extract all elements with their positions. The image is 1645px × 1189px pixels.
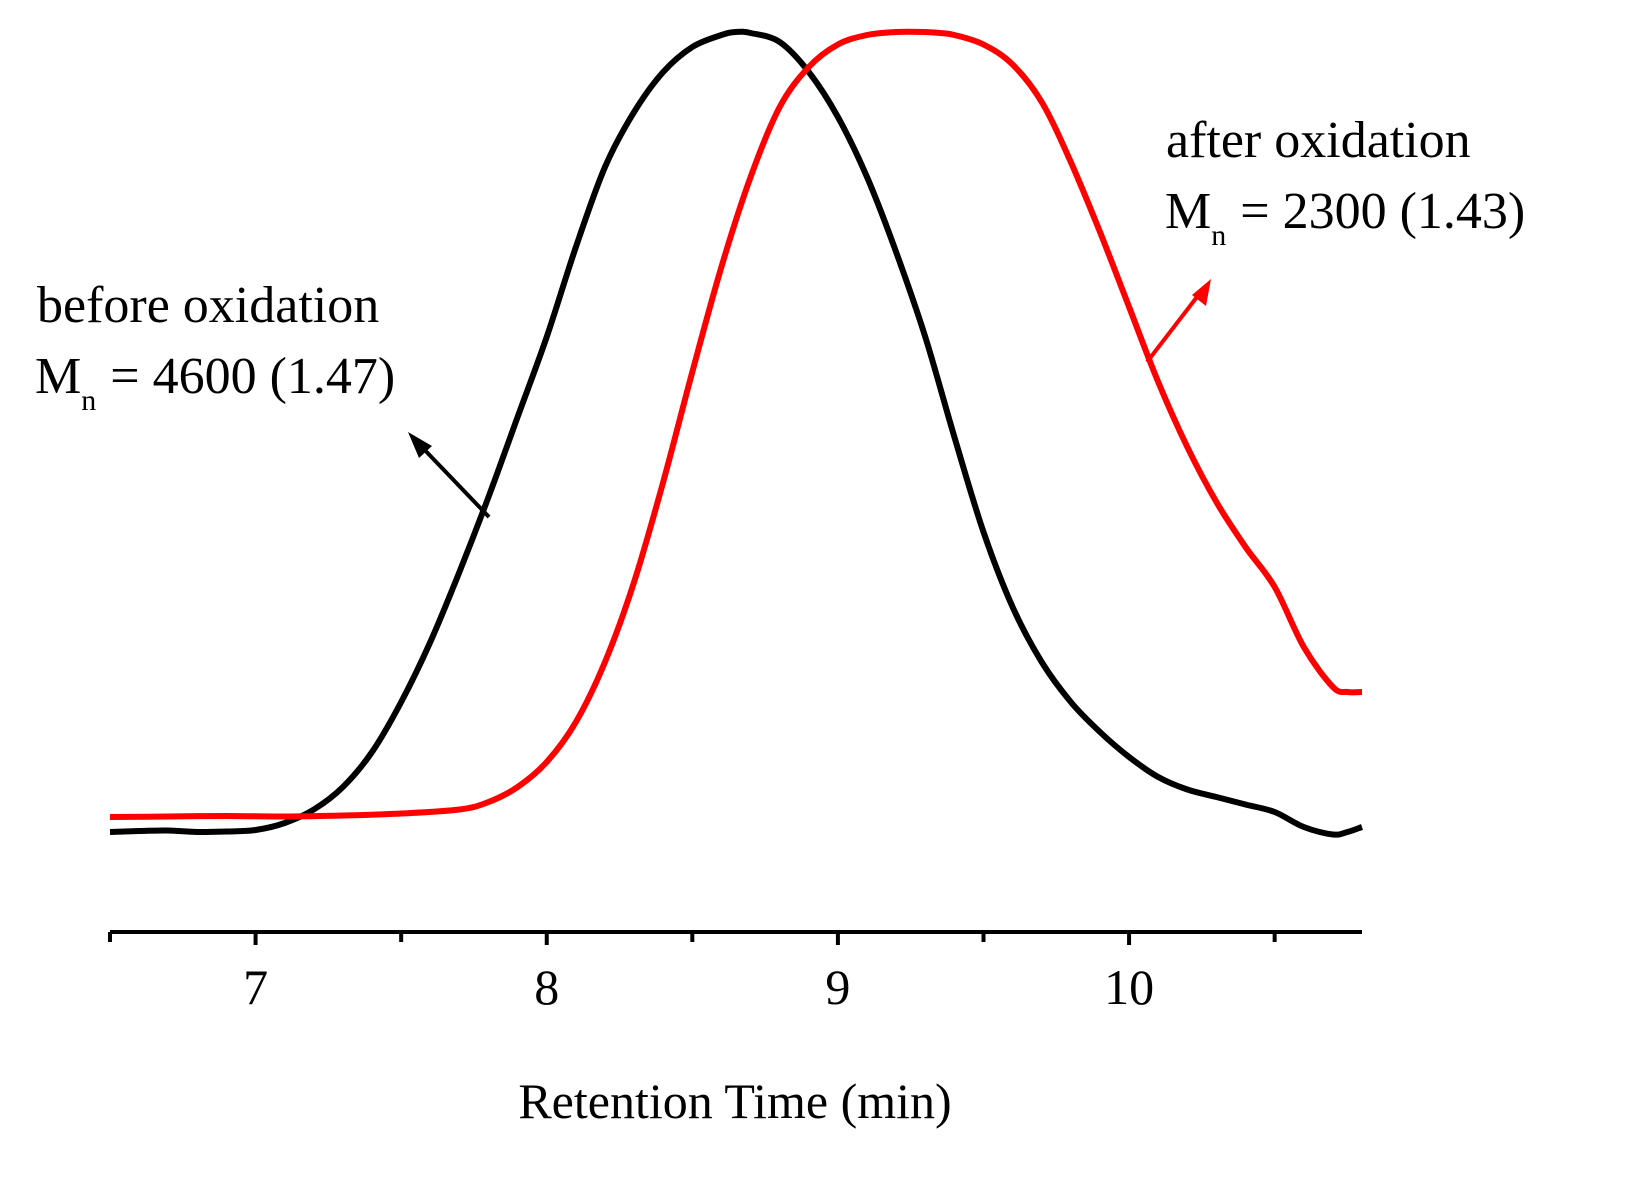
before-oxidation-label: before oxidation — [37, 277, 379, 334]
before-oxidation-mn: Mn = 4600 (1.47) — [35, 348, 395, 417]
series-layer — [109, 28, 1363, 838]
after-oxidation-mn-value: = 2300 (1.43) — [1240, 183, 1525, 240]
after-oxidation-mn-symbol: M — [1165, 183, 1211, 240]
before-oxidation-mn-symbol: M — [35, 348, 81, 405]
before-oxidation-mn-subscript: n — [81, 384, 96, 417]
after-oxidation-arrow — [1145, 279, 1211, 364]
x-tick-label: 8 — [534, 959, 559, 1015]
after-oxidation-label: after oxidation — [1166, 112, 1471, 169]
before-oxidation-arrow — [408, 432, 491, 519]
after-oxidation-mn: Mn = 2300 (1.43) — [1165, 183, 1525, 252]
x-axis-ticks: 7 8 9 10 — [108, 932, 1277, 1015]
x-axis-title: Retention Time (min) — [518, 1073, 951, 1129]
after-oxidation-curve — [109, 28, 1363, 820]
after-oxidation-mn-subscript: n — [1211, 219, 1226, 252]
x-tick-label: 7 — [243, 959, 268, 1015]
x-tick-label: 10 — [1104, 959, 1154, 1015]
before-oxidation-mn-value: = 4600 (1.47) — [110, 348, 395, 405]
before-oxidation-curve — [109, 28, 1363, 838]
x-tick-label: 9 — [825, 959, 850, 1015]
